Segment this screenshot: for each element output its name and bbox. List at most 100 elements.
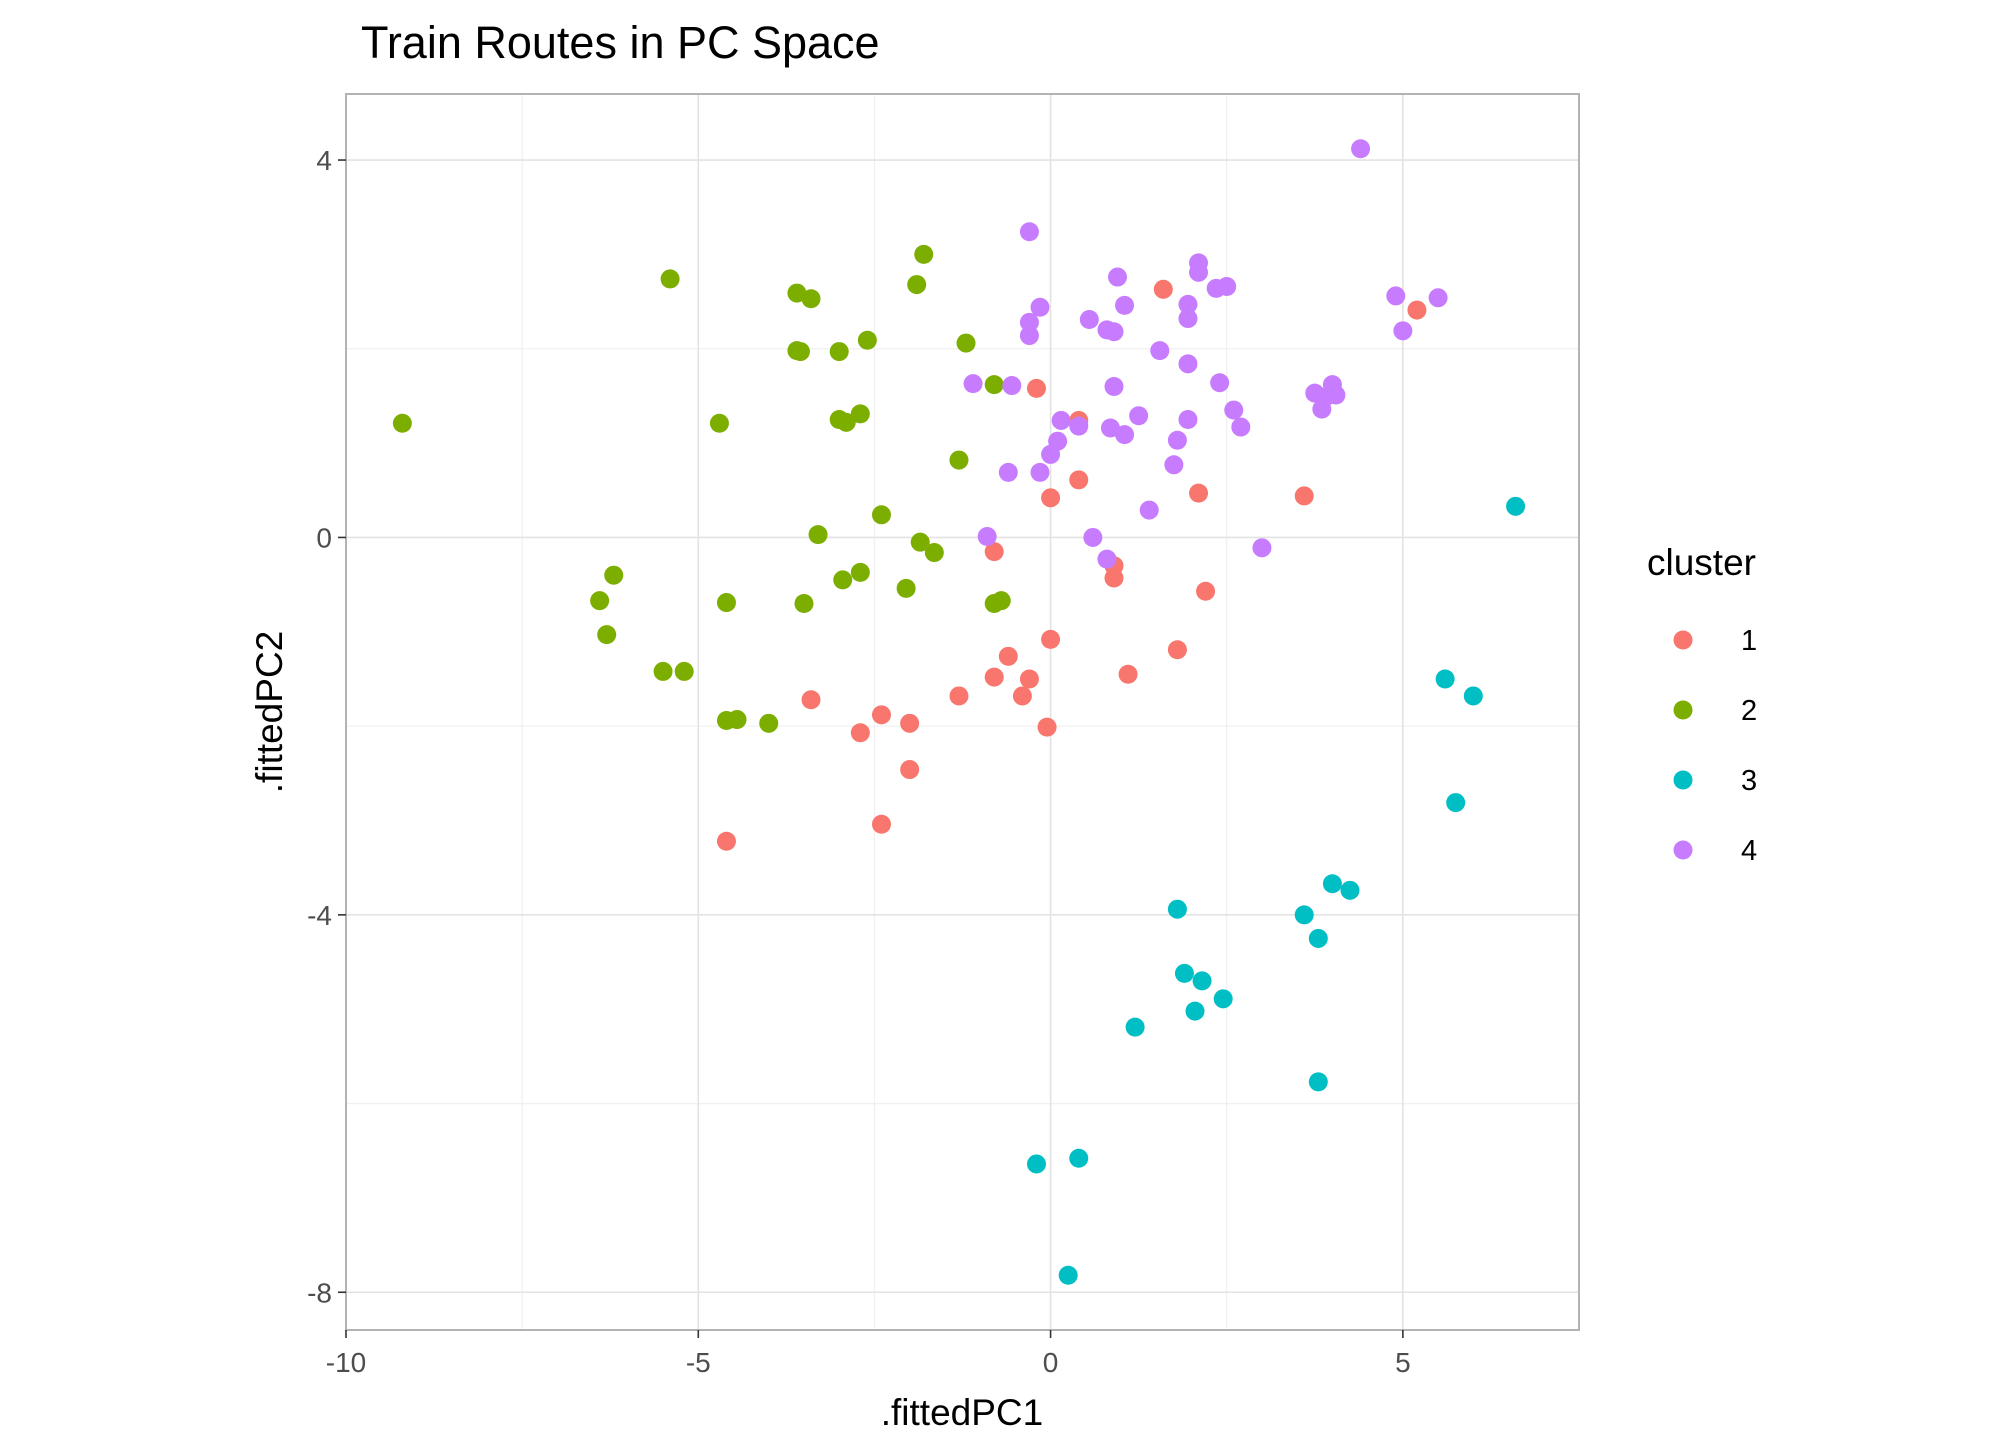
data-point-cluster-1 xyxy=(900,760,920,780)
data-point-cluster-2 xyxy=(801,289,821,309)
data-point-cluster-1 xyxy=(1196,581,1216,601)
x-tick-label: 5 xyxy=(1395,1347,1411,1378)
data-point-cluster-1 xyxy=(998,646,1018,666)
data-point-cluster-4 xyxy=(1108,267,1128,287)
data-point-cluster-4 xyxy=(1019,326,1039,346)
legend-label: 1 xyxy=(1741,625,1757,657)
data-point-cluster-4 xyxy=(1002,376,1022,396)
data-point-cluster-4 xyxy=(1100,418,1120,438)
data-point-cluster-3 xyxy=(1463,686,1483,706)
x-axis: -10 -5 0 5 xyxy=(326,1330,1411,1378)
data-point-cluster-3 xyxy=(1058,1265,1078,1285)
data-point-cluster-2 xyxy=(836,412,856,432)
data-point-cluster-2 xyxy=(660,269,680,289)
data-point-cluster-4 xyxy=(963,374,983,394)
data-point-cluster-4 xyxy=(1252,538,1272,558)
y-axis-title: .fittedPC2 xyxy=(249,631,290,793)
data-point-cluster-4 xyxy=(1393,321,1413,341)
data-point-cluster-2 xyxy=(604,565,624,585)
data-point-cluster-1 xyxy=(1153,279,1173,299)
data-point-cluster-1 xyxy=(871,705,891,725)
legend-key-3 xyxy=(1673,770,1693,790)
data-point-cluster-2 xyxy=(910,532,930,552)
data-point-cluster-1 xyxy=(871,814,891,834)
data-point-cluster-4 xyxy=(1178,294,1198,314)
data-point-cluster-2 xyxy=(597,625,617,645)
data-point-cluster-4 xyxy=(1231,417,1251,437)
x-axis-title: .fittedPC1 xyxy=(881,1392,1043,1433)
data-point-cluster-4 xyxy=(977,527,997,547)
legend-key-1 xyxy=(1673,630,1693,650)
data-point-cluster-4 xyxy=(1041,444,1061,464)
data-point-cluster-2 xyxy=(956,333,976,353)
data-point-cluster-3 xyxy=(1435,669,1455,689)
data-point-cluster-4 xyxy=(1312,399,1332,419)
legend: cluster 1 2 3 4 xyxy=(1647,542,1757,867)
data-point-cluster-2 xyxy=(653,661,673,681)
data-point-cluster-3 xyxy=(1185,1001,1205,1021)
data-point-cluster-2 xyxy=(871,505,891,525)
data-point-cluster-4 xyxy=(1083,527,1103,547)
data-point-cluster-2 xyxy=(907,275,927,295)
y-tick-label: 4 xyxy=(316,145,332,176)
legend-label: 2 xyxy=(1741,695,1757,727)
data-point-cluster-1 xyxy=(1189,483,1209,503)
data-points xyxy=(392,139,1526,1285)
data-point-cluster-1 xyxy=(1041,629,1061,649)
data-point-cluster-4 xyxy=(1428,288,1448,308)
data-point-cluster-4 xyxy=(1019,222,1039,242)
data-point-cluster-2 xyxy=(857,330,877,350)
data-point-cluster-4 xyxy=(1051,410,1071,430)
data-point-cluster-4 xyxy=(1115,425,1135,445)
data-point-cluster-4 xyxy=(1115,295,1135,315)
data-point-cluster-2 xyxy=(759,713,779,733)
data-point-cluster-1 xyxy=(850,723,870,743)
data-point-cluster-3 xyxy=(1308,928,1328,948)
plot-border xyxy=(345,93,1580,1331)
data-point-cluster-4 xyxy=(1206,278,1226,298)
data-point-cluster-3 xyxy=(1167,899,1187,919)
data-point-cluster-2 xyxy=(914,244,934,264)
data-point-cluster-2 xyxy=(590,591,610,611)
data-point-cluster-4 xyxy=(1351,139,1371,159)
legend-title: cluster xyxy=(1647,542,1756,583)
data-point-cluster-3 xyxy=(1174,963,1194,983)
data-point-cluster-2 xyxy=(850,404,870,424)
data-point-cluster-4 xyxy=(1019,312,1039,332)
data-point-cluster-4 xyxy=(1178,309,1198,329)
data-point-cluster-1 xyxy=(1167,640,1187,660)
x-tick-label: -5 xyxy=(686,1347,711,1378)
y-tick-label: 0 xyxy=(316,522,332,553)
data-point-cluster-2 xyxy=(991,591,1011,611)
data-point-cluster-4 xyxy=(1104,376,1124,396)
data-point-cluster-2 xyxy=(829,342,849,362)
data-point-cluster-3 xyxy=(1192,971,1212,991)
data-point-cluster-2 xyxy=(392,413,412,433)
data-point-cluster-4 xyxy=(1030,462,1050,482)
data-point-cluster-4 xyxy=(1069,416,1089,436)
plot-panel xyxy=(346,94,1579,1330)
data-point-cluster-4 xyxy=(1150,341,1170,361)
y-tick-label: -8 xyxy=(307,1277,332,1308)
data-point-cluster-2 xyxy=(727,710,747,730)
data-point-cluster-4 xyxy=(1386,286,1406,306)
x-tick-label: 0 xyxy=(1043,1347,1059,1378)
data-point-cluster-1 xyxy=(900,713,920,733)
data-point-cluster-1 xyxy=(984,542,1004,562)
data-point-cluster-1 xyxy=(1069,470,1089,490)
chart-title: Train Routes in PC Space xyxy=(361,17,880,68)
data-point-cluster-3 xyxy=(1294,905,1314,925)
data-point-cluster-2 xyxy=(716,593,736,613)
data-point-cluster-4 xyxy=(1164,455,1184,475)
data-point-cluster-3 xyxy=(1340,880,1360,900)
legend-label: 4 xyxy=(1741,835,1757,867)
legend-key-2 xyxy=(1673,700,1693,720)
data-point-cluster-3 xyxy=(1213,989,1233,1009)
legend-key-4 xyxy=(1673,840,1693,860)
data-point-cluster-2 xyxy=(833,570,853,590)
data-point-cluster-2 xyxy=(949,450,969,470)
data-point-cluster-1 xyxy=(984,667,1004,687)
data-point-cluster-2 xyxy=(674,661,694,681)
data-point-cluster-3 xyxy=(1322,874,1342,894)
